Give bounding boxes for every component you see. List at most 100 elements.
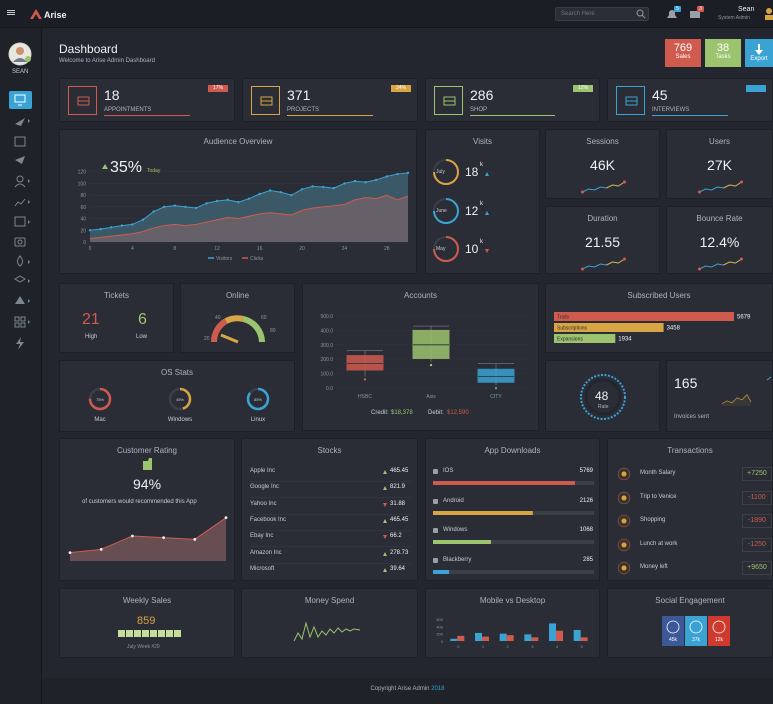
menu-toggle-icon[interactable] — [7, 10, 15, 11]
trend-up-icon — [383, 486, 387, 491]
stock-row[interactable]: Yahoo Inc 31.88 — [242, 499, 419, 515]
audience-chart: 0 20 40 60 80 100 120 0 4 8 12 16 20 24 28 — [78, 164, 410, 259]
bolt-icon — [16, 337, 24, 350]
invoices-label: Invoices sent — [674, 414, 710, 420]
transaction-row[interactable]: Lunch at work -1250 — [608, 534, 773, 556]
sessions-card: Sessions 46K — [545, 129, 660, 199]
thumbs-up-icon — [143, 458, 152, 470]
stock-row[interactable]: Microsoft 39.64 — [242, 564, 419, 580]
overview-card-appointments[interactable]: 18 APPOINTMENTS 17% — [59, 78, 235, 122]
overview-card-interviews[interactable]: 45 INTERVIEWS — [607, 78, 773, 122]
transaction-row[interactable]: Month Salary +7250 — [608, 463, 773, 485]
stock-row[interactable]: Amazon Inc 278.73 — [242, 548, 419, 564]
credit-label: Credit: — [371, 410, 389, 416]
stock-value: 465.45 — [390, 468, 409, 474]
visitors-point — [237, 200, 240, 204]
rating-point — [99, 547, 103, 551]
google-tile[interactable]: 12k — [708, 616, 730, 646]
stock-value: 465.45 — [390, 516, 409, 523]
gauge-label: 60 — [261, 315, 267, 321]
visits-title: Visits — [473, 137, 492, 146]
footer-text: Copyright Arise Admin — [370, 686, 430, 692]
os-item: 85% Linux — [236, 385, 280, 430]
legend-clicks: Clicks — [250, 256, 264, 262]
tasks-stat[interactable]: 38 Tasks — [705, 39, 741, 67]
stock-value: 821.9 — [390, 484, 406, 491]
stock-value: 66.2 — [390, 533, 402, 540]
y-tick-label: 0 — [83, 240, 86, 246]
os-name: Windows — [167, 417, 193, 423]
download-track — [433, 540, 594, 544]
rate-label: Rate — [598, 404, 609, 410]
bell-icon[interactable] — [0, 0, 773, 28]
divider — [250, 481, 411, 482]
divider — [250, 546, 411, 548]
stock-row[interactable]: Facebook Inc 465.45 — [242, 515, 419, 531]
divider — [250, 529, 411, 531]
overview-card-projects[interactable]: 371 PROJECTS 24% — [242, 78, 418, 122]
overview-card-shop[interactable]: 286 SHOP 12% — [425, 78, 600, 122]
download-bar — [433, 481, 576, 485]
stock-name: Yahoo Inc — [250, 500, 277, 507]
export-label: Export — [750, 56, 768, 62]
desktop-bar — [556, 630, 563, 641]
invoices-card: 165 Invoices sent — [666, 360, 773, 432]
debit-value: $12,590 — [447, 410, 469, 416]
stock-name: Ebay Inc — [250, 533, 274, 540]
subscribed-users-title: Subscribed Users — [627, 291, 691, 300]
avatar[interactable] — [0, 28, 42, 88]
subscribed-bar-value: 1934 — [618, 337, 632, 343]
interviews-value: 45 — [652, 87, 668, 103]
users-title: Users — [709, 137, 730, 146]
y-tick-label: 0 — [441, 639, 444, 644]
twitter-icon — [689, 620, 703, 634]
download-row: Blackberry 285 — [426, 553, 601, 581]
social-engagement-title: Social Engagement — [655, 596, 725, 605]
stock-name: Google Inc — [250, 484, 280, 491]
y-tick-label: 500.0 — [320, 314, 333, 320]
user-avatar-icon[interactable] — [0, 0, 773, 28]
transaction-row[interactable]: Shopping -1890 — [608, 510, 773, 532]
download-value: 285 — [582, 556, 593, 563]
stock-value: 278.73 — [390, 549, 409, 556]
twitter-tile[interactable]: 37k — [685, 616, 707, 646]
rate-value: 48 — [595, 389, 609, 403]
users-card: Users 27K — [666, 129, 773, 199]
stock-value: 31.88 — [390, 500, 406, 507]
app-downloads-card: App Downloads IOS 5769 Android 2126 Windows 1… — [425, 438, 600, 581]
os-stats-title: OS Stats — [160, 368, 193, 377]
search-icon[interactable] — [0, 0, 773, 28]
stock-row[interactable]: Ebay Inc 66.2 — [242, 531, 419, 548]
transaction-value: -1890 — [742, 514, 772, 528]
sales-stat[interactable]: 769 Sales — [665, 39, 701, 67]
invoices-sparkline — [721, 376, 772, 406]
download-name: Android — [443, 497, 464, 504]
bounce-rate-title: Bounce Rate — [696, 214, 743, 223]
search-input[interactable]: Search Here — [555, 7, 649, 21]
monitor-icon — [14, 94, 26, 103]
projects-icon — [251, 86, 280, 115]
transaction-row[interactable]: Money left +9650 — [608, 557, 773, 579]
facebook-tile[interactable]: 45k — [662, 616, 684, 646]
stock-row[interactable]: Google Inc 821.9 — [242, 482, 419, 499]
transactions-title: Transactions — [667, 446, 713, 455]
grid-icon — [14, 316, 20, 322]
export-button[interactable]: Export — [745, 39, 773, 67]
mobile-bar — [573, 630, 581, 641]
visitors-point — [226, 198, 229, 202]
transactions-card: Transactions Month Salary +7250 Trip to Ve… — [607, 438, 773, 581]
users-sparkline — [698, 180, 743, 194]
visits-month: July — [436, 169, 445, 175]
x-tick-label: 8 — [173, 246, 176, 252]
stock-row[interactable]: Apple Inc 465.45 — [242, 466, 419, 482]
transaction-name: Lunch at work — [640, 540, 678, 547]
android-icon — [433, 498, 438, 504]
transaction-row[interactable]: Trip to Venice -1100 — [608, 487, 773, 509]
download-icon — [755, 44, 763, 55]
accounts-card: Accounts 0.0 100.0 200.0 300.0 400.0 500.0 HSB… — [302, 283, 539, 431]
interviews-progress — [652, 115, 728, 116]
sidebar-user-label: SEAN — [12, 69, 29, 75]
gauge-needle — [220, 333, 239, 344]
apple-icon — [433, 469, 438, 474]
inbox-icon[interactable] — [0, 0, 773, 28]
